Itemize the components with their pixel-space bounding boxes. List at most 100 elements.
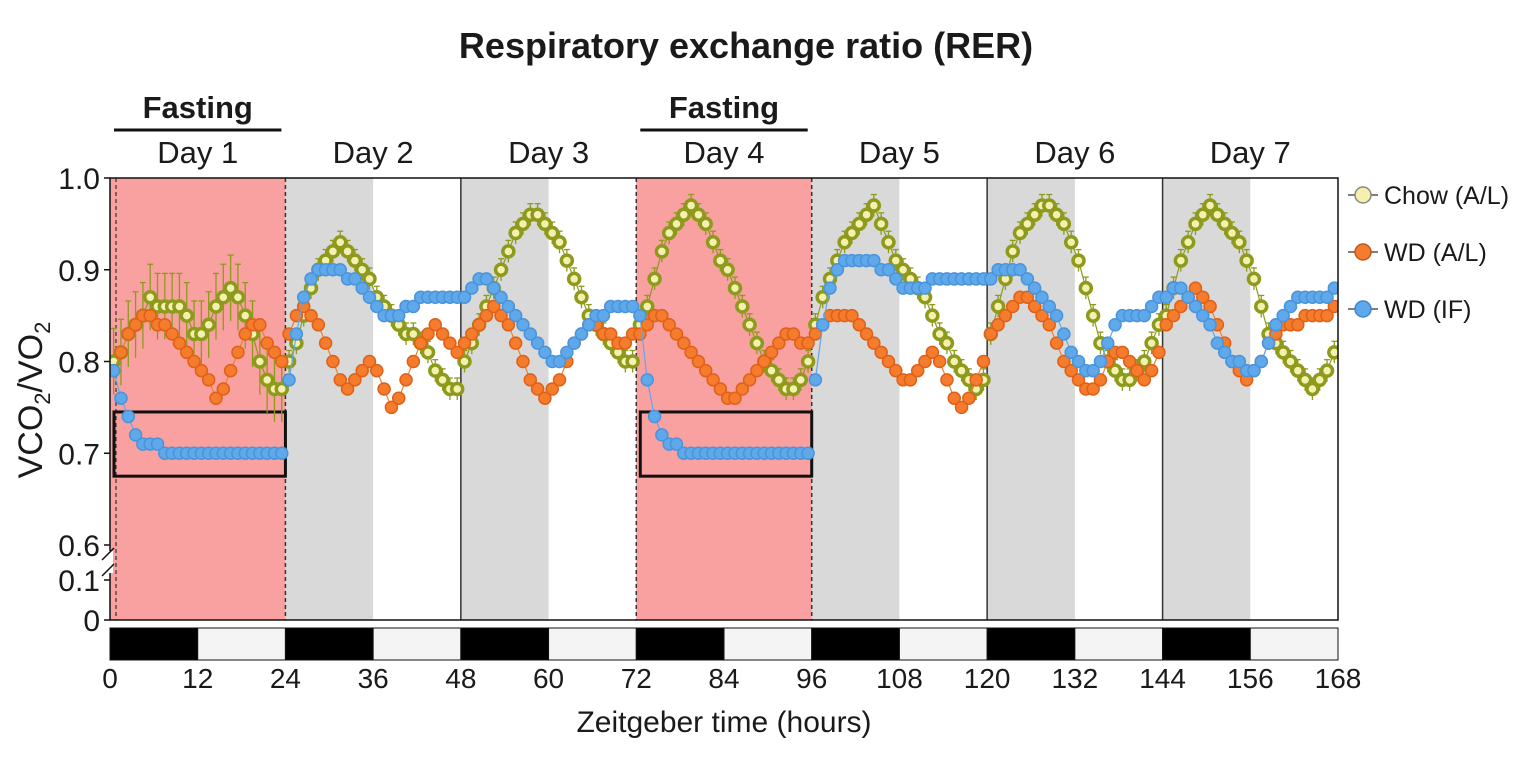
y-axis-label: VCO2/VO2 — [12, 322, 55, 479]
data-point — [851, 216, 867, 232]
data-point — [304, 272, 318, 286]
data-point — [1086, 382, 1100, 396]
dark-block — [635, 627, 725, 661]
data-point — [567, 336, 581, 350]
data-point — [910, 363, 925, 378]
axis-break-gap — [107, 551, 113, 573]
data-point — [515, 216, 531, 232]
data-point — [443, 336, 457, 350]
legend-marker-1 — [1354, 186, 1372, 204]
series-2 — [110, 281, 1338, 415]
data-point — [333, 263, 347, 277]
data-point — [1196, 290, 1210, 305]
light-block — [548, 627, 637, 661]
data-point — [655, 308, 669, 323]
data-point — [1203, 318, 1217, 332]
data-point — [538, 391, 552, 405]
data-point — [954, 363, 969, 378]
data-point — [180, 345, 194, 360]
highlight-boxes — [112, 410, 814, 478]
data-point — [552, 354, 567, 369]
data-point — [976, 354, 991, 369]
data-point — [947, 391, 961, 405]
data-point — [1239, 253, 1254, 268]
data-point — [625, 354, 640, 369]
x-tick-label: 60 — [533, 663, 564, 694]
data-point — [544, 225, 560, 241]
data-point — [647, 271, 662, 287]
data-point — [1005, 244, 1020, 259]
data-point — [421, 327, 435, 341]
x-tick-label: 48 — [445, 663, 476, 694]
data-point — [669, 327, 684, 341]
data-point — [333, 373, 347, 387]
data-point — [859, 327, 874, 341]
x-tick-label: 12 — [182, 663, 213, 694]
data-point — [1320, 308, 1334, 323]
data-point — [1283, 299, 1298, 314]
data-point — [1093, 354, 1108, 369]
data-point — [128, 318, 143, 332]
axis-break-mark — [101, 547, 115, 577]
data-point — [275, 446, 289, 460]
day-label-1: Day 1 — [157, 135, 238, 170]
data-point — [377, 382, 391, 396]
y-tick-label: 1.0 — [58, 163, 100, 196]
data-point — [1027, 207, 1042, 222]
data-point — [128, 428, 143, 442]
data-point — [1122, 372, 1137, 388]
data-point — [1327, 299, 1338, 314]
data-point — [1005, 299, 1020, 314]
data-point — [1027, 281, 1042, 295]
data-point — [201, 317, 216, 333]
data-point — [1144, 335, 1159, 351]
data-point — [764, 345, 779, 360]
data-point — [1319, 363, 1335, 378]
data-point — [706, 373, 720, 387]
data-point — [830, 263, 845, 277]
light-block — [723, 627, 813, 661]
data-point — [325, 244, 341, 259]
data-point — [114, 391, 128, 405]
data-point — [494, 308, 508, 323]
data-point — [501, 318, 516, 332]
data-point — [1064, 345, 1078, 360]
data-point — [676, 207, 692, 222]
data-point — [1174, 299, 1188, 314]
data-point — [208, 299, 224, 314]
dark-block — [460, 627, 550, 661]
data-point — [698, 363, 713, 378]
data-point — [479, 308, 494, 323]
y-tick-label: 0 — [83, 605, 100, 638]
data-point — [647, 409, 662, 424]
data-point — [596, 308, 611, 323]
data-point — [866, 198, 882, 213]
data-point — [165, 327, 179, 341]
dark-block — [284, 627, 374, 661]
fasting-period-1 — [110, 178, 286, 620]
data-point — [859, 207, 874, 222]
x-tick-label: 132 — [1051, 663, 1098, 694]
data-point — [428, 363, 443, 378]
data-point — [348, 272, 362, 286]
data-point — [1130, 363, 1144, 378]
day-label-4: Day 4 — [684, 135, 765, 170]
data-point — [391, 308, 406, 323]
data-point — [494, 290, 508, 305]
data-point — [991, 318, 1005, 332]
data-point — [1101, 336, 1115, 350]
x-tick-label: 36 — [358, 663, 389, 694]
data-point — [837, 234, 852, 250]
data-point — [501, 299, 516, 314]
data-point — [661, 225, 677, 241]
data-point — [435, 372, 450, 388]
data-point — [362, 354, 377, 369]
data-point — [757, 354, 771, 369]
data-point — [749, 335, 765, 351]
data-point — [1042, 318, 1057, 332]
data-point — [530, 207, 545, 222]
data-point — [1232, 354, 1247, 369]
data-point — [713, 382, 728, 396]
data-point — [1173, 253, 1189, 268]
data-point — [1181, 290, 1195, 305]
